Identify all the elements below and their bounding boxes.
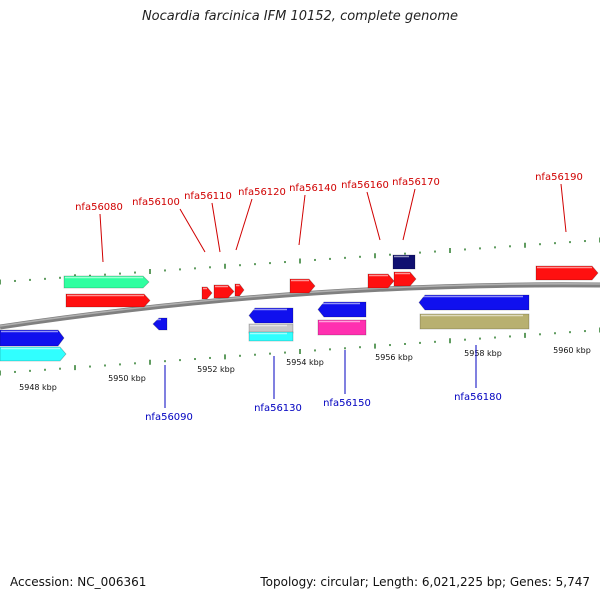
gene-label-top[interactable]: nfa56100 — [132, 197, 180, 208]
accession-text: Accession: NC_006361 — [10, 575, 147, 589]
leader-line — [99, 213, 104, 263]
gene-label-top[interactable]: nfa56170 — [392, 177, 440, 188]
map-title: Nocardia farcinica IFM 10152, complete g… — [141, 9, 459, 24]
gene-block[interactable] — [0, 329, 65, 347]
genome-backbone — [0, 282, 600, 330]
gene-block[interactable] — [535, 265, 599, 281]
leader-line — [298, 194, 306, 246]
gene-block[interactable] — [317, 301, 367, 318]
gene-label-bottom[interactable]: nfa56150 — [323, 398, 371, 409]
gene-label-bottom[interactable]: nfa56090 — [145, 412, 193, 423]
gene-label-bottom[interactable]: nfa56130 — [254, 403, 302, 414]
gene-block[interactable] — [392, 254, 416, 270]
gene-block[interactable] — [289, 278, 316, 294]
scale-label: 5948 kbp — [19, 383, 57, 392]
gene-block[interactable] — [317, 319, 367, 336]
gene-label-top[interactable]: nfa56140 — [289, 183, 337, 194]
gene-block[interactable] — [0, 346, 67, 362]
leader-line — [179, 208, 206, 253]
scale-ticks: 5948 kbp 5950 kbp 5952 kbp 5954 kbp 5956 kbp… — [0, 237, 600, 392]
gene-label-top[interactable]: nfa56110 — [184, 191, 232, 202]
leader-line — [402, 188, 416, 241]
scale-label: 5952 kbp — [197, 365, 235, 374]
gene-block[interactable] — [63, 275, 150, 289]
gene-block[interactable] — [248, 307, 294, 324]
label-leaders — [99, 183, 567, 408]
scale-label: 5954 kbp — [286, 358, 324, 367]
gene-block[interactable] — [65, 293, 151, 308]
gene-label-top[interactable]: nfa56120 — [238, 187, 286, 198]
gene-label-top[interactable]: nfa56190 — [535, 172, 583, 183]
gene-block[interactable] — [201, 286, 213, 300]
gene-features — [0, 254, 599, 362]
leader-line — [366, 191, 381, 241]
leader-line — [560, 183, 567, 233]
scale-label: 5956 kbp — [375, 353, 413, 362]
genome-summary-text: Topology: circular; Length: 6,021,225 bp… — [260, 575, 590, 589]
gene-block[interactable] — [367, 273, 395, 289]
scale-label: 5958 kbp — [464, 349, 502, 358]
gene-label-top[interactable]: nfa56160 — [341, 180, 389, 191]
leader-line — [235, 198, 253, 251]
gene-labels: nfa56080 nfa56100 nfa56110 nfa56120 nfa56140… — [75, 172, 583, 423]
gene-block[interactable] — [393, 271, 417, 287]
scale-label: 5950 kbp — [108, 374, 146, 383]
scale-label: 5960 kbp — [553, 346, 591, 355]
leader-line — [211, 202, 221, 253]
gene-label-top[interactable]: nfa56080 — [75, 202, 123, 213]
gene-block[interactable] — [234, 283, 245, 297]
gene-block[interactable] — [418, 294, 530, 311]
gene-block[interactable] — [213, 284, 235, 299]
gene-block[interactable] — [419, 313, 530, 330]
gene-block[interactable] — [152, 317, 168, 331]
gene-label-bottom[interactable]: nfa56180 — [454, 392, 502, 403]
